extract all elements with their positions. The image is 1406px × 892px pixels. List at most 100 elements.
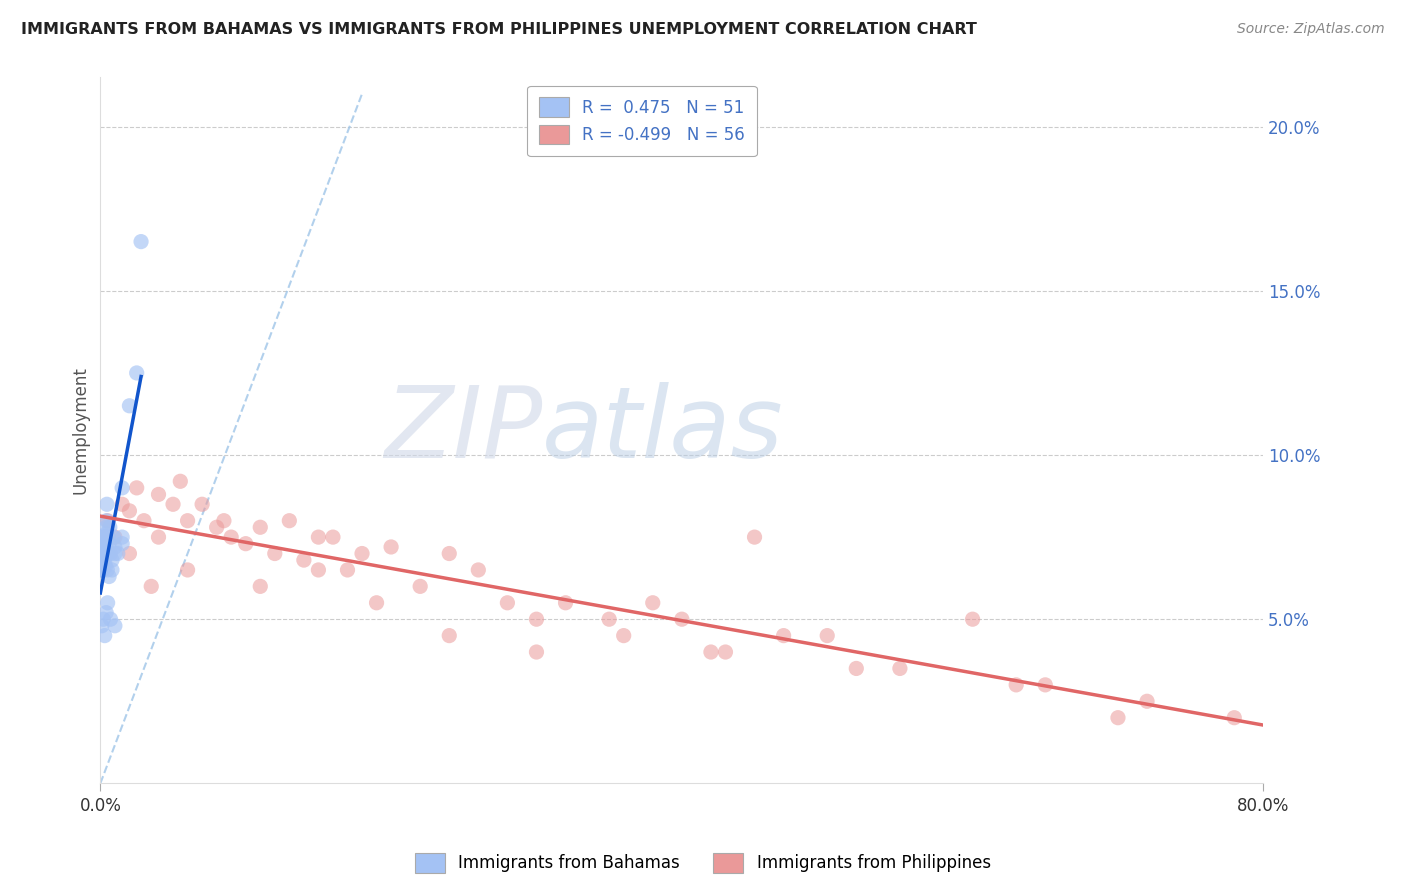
Point <box>176 563 198 577</box>
Point <box>90 547 112 561</box>
Point <box>91 547 114 561</box>
Point <box>118 547 141 561</box>
Point <box>336 563 359 577</box>
Point <box>93 547 115 561</box>
Point <box>641 596 664 610</box>
Point <box>278 514 301 528</box>
Point <box>191 497 214 511</box>
Point <box>91 530 114 544</box>
Point <box>96 514 118 528</box>
Point <box>91 553 114 567</box>
Legend: Immigrants from Bahamas, Immigrants from Philippines: Immigrants from Bahamas, Immigrants from… <box>408 847 998 880</box>
Point <box>1223 711 1246 725</box>
Point <box>467 563 489 577</box>
Point <box>714 645 737 659</box>
Point <box>598 612 620 626</box>
Point <box>93 543 115 558</box>
Point <box>176 514 198 528</box>
Point <box>98 537 121 551</box>
Point <box>94 530 117 544</box>
Point <box>104 547 127 561</box>
Point <box>129 235 152 249</box>
Point <box>93 533 115 548</box>
Point <box>91 540 114 554</box>
Point <box>97 514 120 528</box>
Point <box>292 553 315 567</box>
Point <box>93 537 115 551</box>
Point <box>148 487 170 501</box>
Point <box>235 537 257 551</box>
Point <box>526 612 548 626</box>
Point <box>169 475 191 489</box>
Point <box>1107 711 1129 725</box>
Point <box>1136 694 1159 708</box>
Text: Source: ZipAtlas.com: Source: ZipAtlas.com <box>1237 22 1385 37</box>
Point <box>90 563 112 577</box>
Point <box>125 481 148 495</box>
Point <box>350 547 373 561</box>
Point <box>307 563 329 577</box>
Point <box>104 530 127 544</box>
Point <box>91 547 114 561</box>
Point <box>101 563 124 577</box>
Point <box>141 579 163 593</box>
Point <box>962 612 984 626</box>
Point <box>96 606 118 620</box>
Point <box>111 530 134 544</box>
Point <box>219 530 242 544</box>
Point <box>889 661 911 675</box>
Point <box>107 547 129 561</box>
Point <box>249 579 271 593</box>
Point <box>132 514 155 528</box>
Point <box>845 661 868 675</box>
Point <box>205 520 228 534</box>
Point <box>97 530 120 544</box>
Point <box>212 514 235 528</box>
Point <box>97 547 120 561</box>
Point <box>613 629 636 643</box>
Point <box>104 540 127 554</box>
Point <box>439 629 461 643</box>
Point <box>111 497 134 511</box>
Point <box>263 547 285 561</box>
Point <box>98 569 121 583</box>
Point <box>96 497 118 511</box>
Point <box>90 530 112 544</box>
Point <box>93 629 115 643</box>
Point <box>772 629 794 643</box>
Point <box>91 612 114 626</box>
Point <box>322 530 344 544</box>
Point <box>90 563 112 577</box>
Point <box>101 553 124 567</box>
Point <box>91 563 114 577</box>
Point <box>249 520 271 534</box>
Point <box>100 612 122 626</box>
Y-axis label: Unemployment: Unemployment <box>72 367 89 494</box>
Point <box>98 520 121 534</box>
Point <box>103 530 125 544</box>
Point <box>815 629 838 643</box>
Point <box>94 559 117 574</box>
Text: ZIP: ZIP <box>384 382 543 479</box>
Point <box>94 526 117 541</box>
Point <box>307 530 329 544</box>
Point <box>96 520 118 534</box>
Point <box>96 540 118 554</box>
Point <box>118 504 141 518</box>
Point <box>1005 678 1028 692</box>
Point <box>366 596 388 610</box>
Legend: R =  0.475   N = 51, R = -0.499   N = 56: R = 0.475 N = 51, R = -0.499 N = 56 <box>527 86 756 156</box>
Point <box>96 563 118 577</box>
Point <box>744 530 766 544</box>
Point <box>97 547 120 561</box>
Point <box>93 549 115 564</box>
Point <box>97 596 120 610</box>
Point <box>554 596 576 610</box>
Point <box>118 399 141 413</box>
Point <box>111 481 134 495</box>
Point <box>94 557 117 571</box>
Point <box>409 579 432 593</box>
Point <box>671 612 693 626</box>
Point <box>439 547 461 561</box>
Text: IMMIGRANTS FROM BAHAMAS VS IMMIGRANTS FROM PHILIPPINES UNEMPLOYMENT CORRELATION : IMMIGRANTS FROM BAHAMAS VS IMMIGRANTS FR… <box>21 22 977 37</box>
